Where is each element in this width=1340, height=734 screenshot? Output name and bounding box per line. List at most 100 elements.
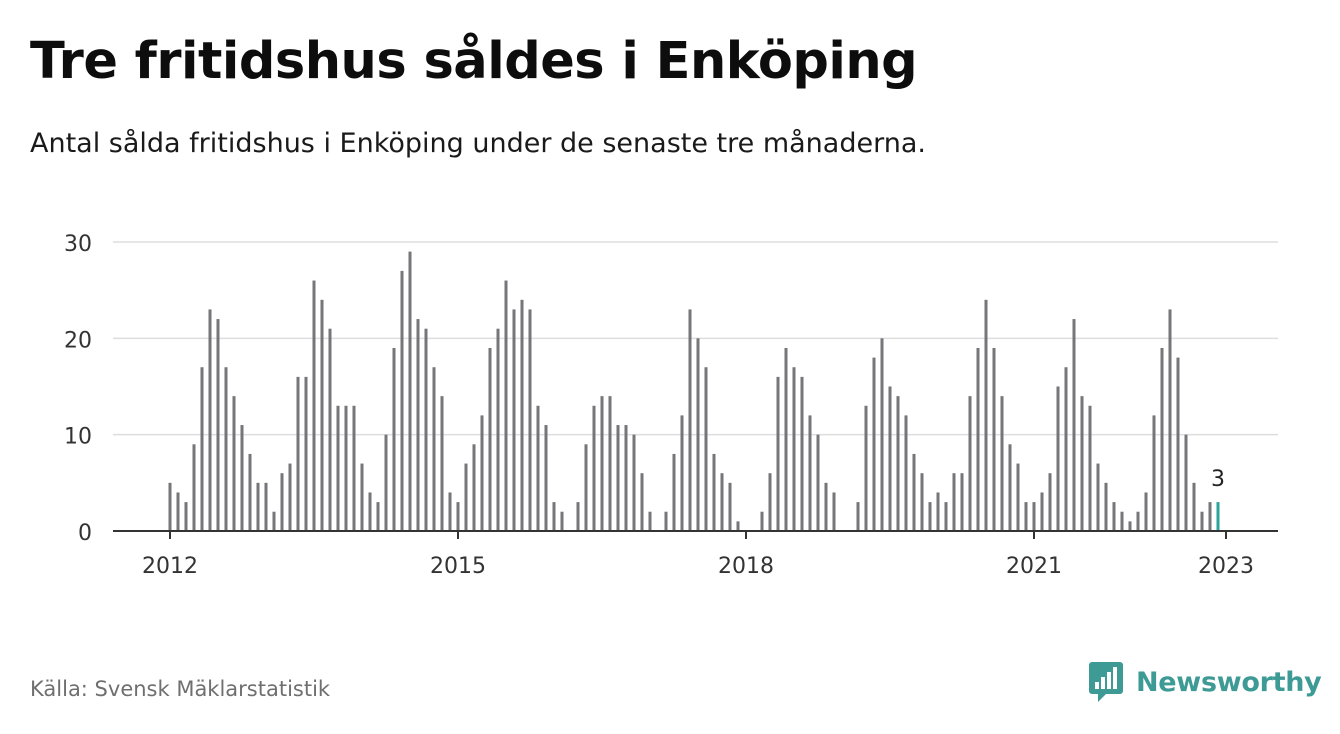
bar	[776, 376, 780, 531]
bar	[856, 502, 860, 531]
bar	[1144, 492, 1148, 531]
bar	[824, 482, 828, 531]
y-tick-label: 10	[64, 425, 92, 450]
bar	[816, 434, 820, 531]
bar	[632, 434, 636, 531]
bar	[176, 492, 180, 531]
bar	[1152, 415, 1156, 531]
chart-subtitle: Antal sålda fritidshus i Enköping under …	[30, 128, 926, 159]
bar	[328, 328, 332, 531]
bar	[504, 280, 508, 531]
bar	[896, 396, 900, 531]
bar	[472, 444, 476, 531]
bar	[1016, 463, 1020, 531]
bar	[496, 328, 500, 531]
bar	[888, 386, 892, 531]
bar	[480, 415, 484, 531]
bar	[368, 492, 372, 531]
y-tick-label: 0	[78, 521, 92, 546]
bar	[736, 521, 740, 531]
bar	[576, 502, 580, 531]
bar	[1096, 463, 1100, 531]
highlight-value-label: 3	[1211, 467, 1225, 492]
x-tick-label: 2015	[430, 554, 486, 579]
bar	[184, 502, 188, 531]
bar	[440, 396, 444, 531]
bar	[936, 492, 940, 531]
bar	[416, 319, 420, 531]
bar	[712, 453, 716, 531]
bar	[256, 482, 260, 531]
x-tick-label: 2018	[718, 554, 774, 579]
x-tick-label: 2012	[142, 554, 198, 579]
bar	[1168, 309, 1172, 531]
bar	[768, 473, 772, 531]
bar	[336, 405, 340, 531]
bar	[1200, 511, 1204, 531]
bar	[1088, 405, 1092, 531]
bar	[720, 473, 724, 531]
bar	[536, 405, 540, 531]
bar	[1176, 357, 1180, 531]
bar	[912, 453, 916, 531]
bar	[584, 444, 588, 531]
bar	[1104, 482, 1108, 531]
bar	[640, 473, 644, 531]
bar	[312, 280, 316, 531]
bar	[168, 482, 172, 531]
y-tick-label: 20	[64, 328, 92, 353]
bar	[432, 367, 436, 531]
bar	[1160, 347, 1164, 531]
bar	[1072, 319, 1076, 531]
bar	[928, 502, 932, 531]
bar	[1064, 367, 1068, 531]
bar	[464, 463, 468, 531]
bar	[216, 319, 220, 531]
bar	[544, 425, 548, 531]
bar	[592, 405, 596, 531]
bar	[1024, 502, 1028, 531]
bar	[952, 473, 956, 531]
bar	[792, 367, 796, 531]
highlighted-bar	[1216, 502, 1220, 531]
bar	[664, 511, 668, 531]
bar	[376, 502, 380, 531]
bar	[672, 453, 676, 531]
bar	[992, 347, 996, 531]
bar	[872, 357, 876, 531]
bar	[1184, 434, 1188, 531]
bar	[1136, 511, 1140, 531]
bar	[904, 415, 908, 531]
bar	[704, 367, 708, 531]
bar	[552, 502, 556, 531]
bar	[352, 405, 356, 531]
bar	[832, 492, 836, 531]
bar	[200, 367, 204, 531]
bar	[528, 309, 532, 531]
bar	[248, 453, 252, 531]
bar	[400, 270, 404, 531]
bar	[272, 511, 276, 531]
bar	[800, 376, 804, 531]
bar	[1008, 444, 1012, 531]
bar	[1208, 502, 1212, 531]
bar	[880, 338, 884, 531]
bar	[288, 463, 292, 531]
bar	[968, 396, 972, 531]
bar	[448, 492, 452, 531]
bar	[296, 376, 300, 531]
bar	[560, 511, 564, 531]
bar	[344, 405, 348, 531]
bar	[728, 482, 732, 531]
bar	[384, 434, 388, 531]
newsworthy-brand[interactable]: Newsworthy	[1088, 660, 1322, 704]
bar	[616, 425, 620, 531]
bar-chart: 0 10 20 30 3 2012 2015 2018 2021 2023	[64, 232, 1278, 579]
bar	[624, 425, 628, 531]
bar	[488, 347, 492, 531]
bar	[944, 502, 948, 531]
bar	[976, 347, 980, 531]
bar	[920, 473, 924, 531]
bar	[1112, 502, 1116, 531]
bar	[680, 415, 684, 531]
